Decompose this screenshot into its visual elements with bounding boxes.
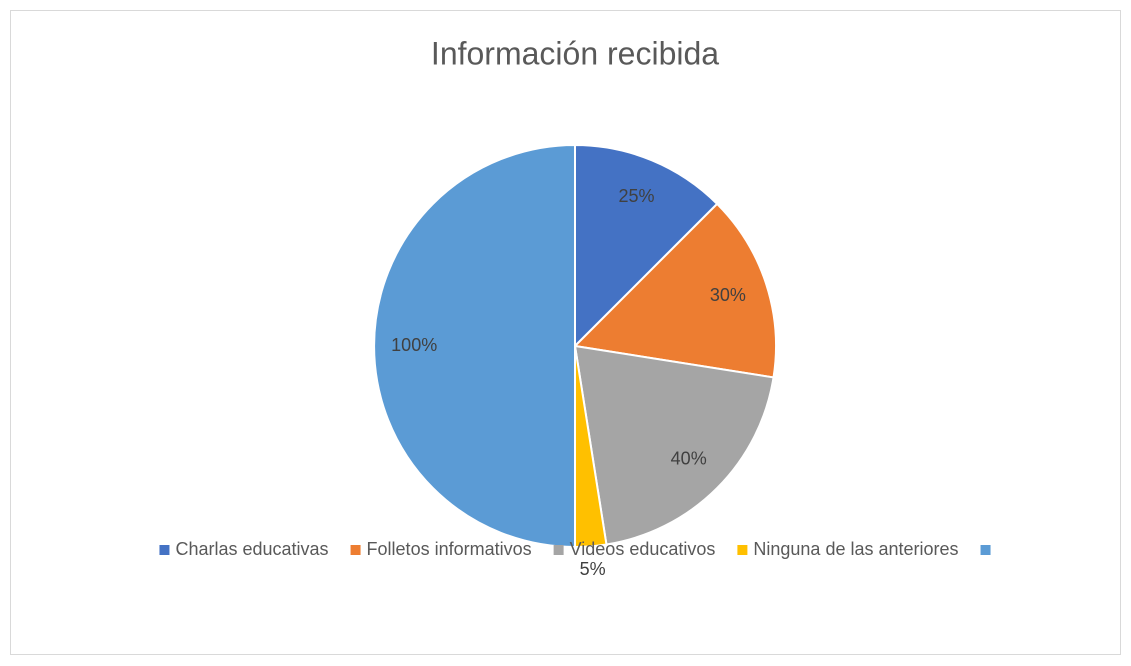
pie-slice [574,143,719,349]
data-label: 40% [671,448,707,468]
legend-swatch [350,545,361,555]
pie-slice [573,344,775,546]
legend-swatch [737,545,748,555]
data-label: 100% [391,335,437,355]
legend-swatch [553,545,564,555]
pie-slice [373,143,576,549]
legend-label: Ninguna de las anteriores [753,539,958,559]
legend-label: Charlas educativas [175,539,328,559]
chart-title: Información recibida [431,35,719,71]
data-label: 5% [580,559,606,579]
legend-swatch [159,545,170,555]
legend-swatch [980,545,991,555]
legend-label: Videos educativos [570,539,716,559]
data-label: 25% [619,186,655,206]
legend-label: Folletos informativos [367,539,532,559]
data-label: 30% [710,285,746,305]
pie-slice [572,202,777,379]
